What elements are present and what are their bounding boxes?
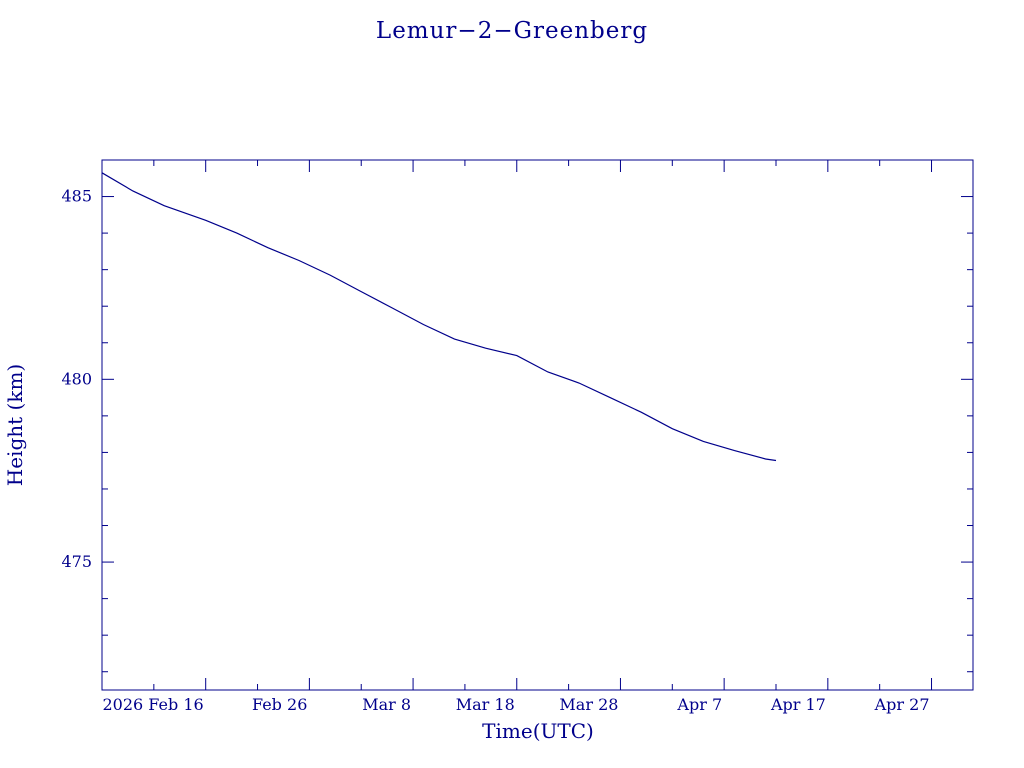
x-tick-label: Mar 18 <box>456 695 515 714</box>
x-tick-label: Mar 8 <box>362 695 411 714</box>
y-tick-label: 485 <box>61 187 92 206</box>
x-tick-label: Apr 27 <box>874 695 930 714</box>
x-tick-label: Feb 26 <box>252 695 307 714</box>
x-tick-label: Apr 17 <box>770 695 826 714</box>
y-axis-label: Height (km) <box>3 364 27 486</box>
y-tick-label: 480 <box>61 369 92 388</box>
x-tick-label: Mar 28 <box>559 695 618 714</box>
x-tick-label: 2026 Feb 16 <box>103 695 204 714</box>
chart-title: Lemur−2−Greenberg <box>376 18 648 44</box>
height-series-line <box>101 172 777 462</box>
tick-group <box>101 159 973 690</box>
y-tick-label: 475 <box>61 552 92 571</box>
x-tick-label: Apr 7 <box>676 695 722 714</box>
x-axis-label: Time(UTC) <box>482 719 594 743</box>
plot-frame <box>101 159 974 691</box>
tick-label-group: 475 480 485 2026 Feb 16 Feb 26 Mar 8 Mar 18 Mar… <box>61 187 929 714</box>
